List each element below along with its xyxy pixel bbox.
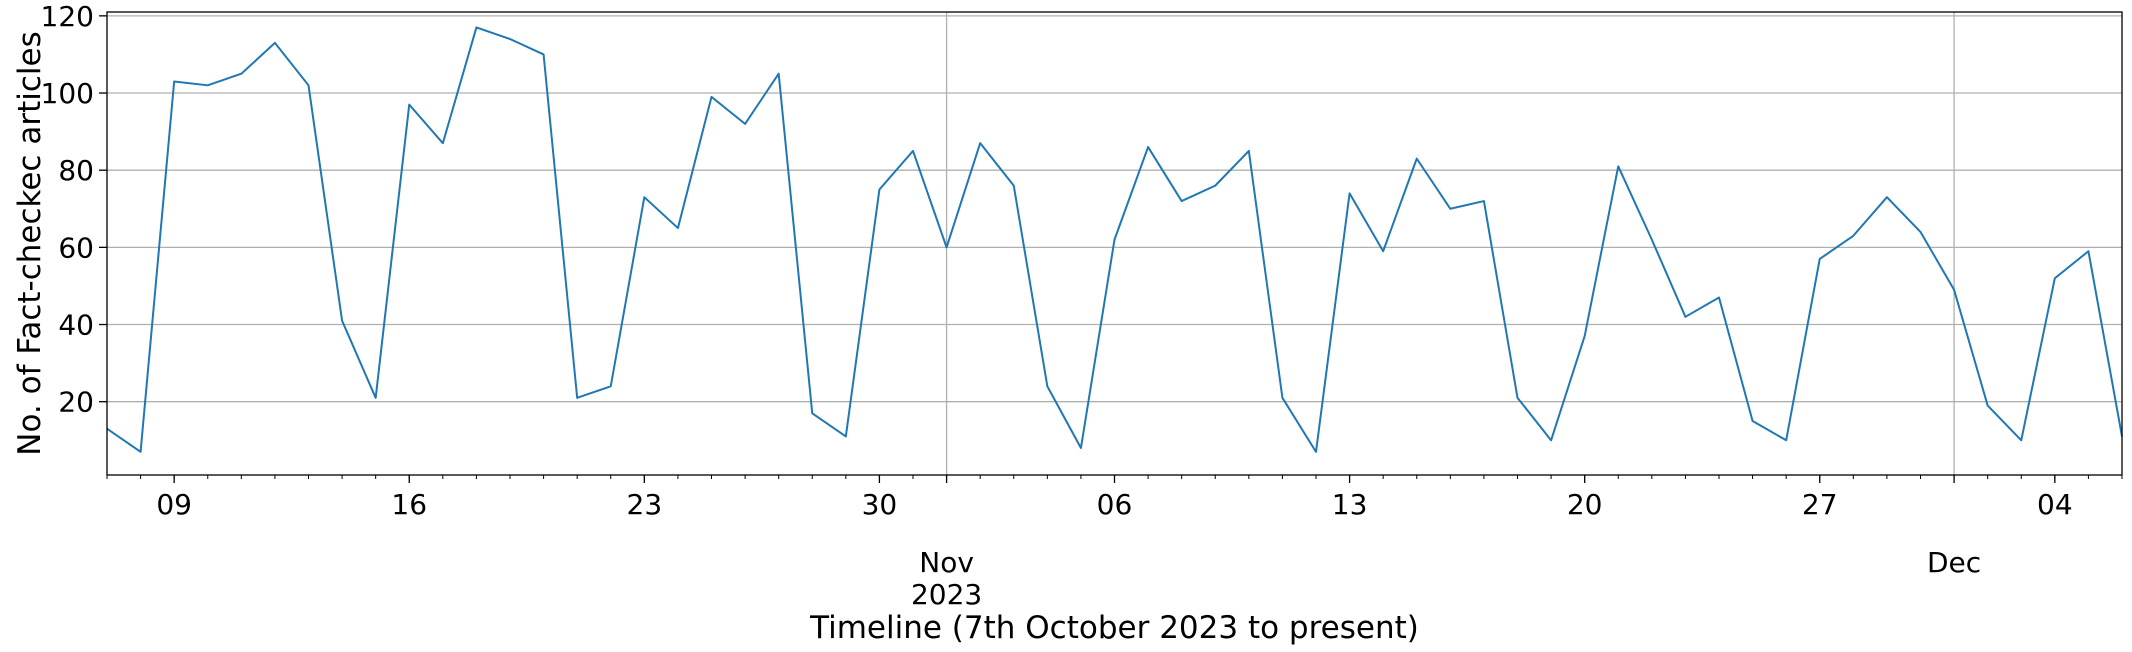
- x-tick-label: 23: [627, 488, 663, 521]
- x-tick-label: 06: [1097, 488, 1133, 521]
- series-line: [106, 26, 2123, 453]
- x-tick-label: 13: [1332, 488, 1368, 521]
- y-tick-label: 80: [58, 154, 94, 187]
- grid-layer: [107, 12, 2122, 475]
- y-axis-label: No. of Fact-checkec articles: [12, 31, 48, 455]
- series-layer: [106, 26, 2123, 453]
- y-tick-label: 60: [58, 231, 94, 264]
- x-tick-label: 09: [156, 488, 192, 521]
- x-tick-label: 16: [391, 488, 427, 521]
- x-tick-label: 20: [1567, 488, 1603, 521]
- x-year-label: 2023: [911, 578, 982, 611]
- y-tick-label: 120: [41, 0, 94, 33]
- y-tick-label: 20: [58, 386, 94, 419]
- x-tick-label: 04: [2037, 488, 2073, 521]
- y-tick-label: 100: [41, 77, 94, 110]
- y-tick-label: 40: [58, 309, 94, 342]
- x-month-label: Dec: [1927, 546, 1981, 579]
- x-axis-label: Timeline (7th October 2023 to present): [809, 610, 1419, 646]
- x-tick-label: 30: [862, 488, 898, 521]
- x-month-label: Nov: [919, 546, 974, 579]
- x-tick-label: 27: [1802, 488, 1838, 521]
